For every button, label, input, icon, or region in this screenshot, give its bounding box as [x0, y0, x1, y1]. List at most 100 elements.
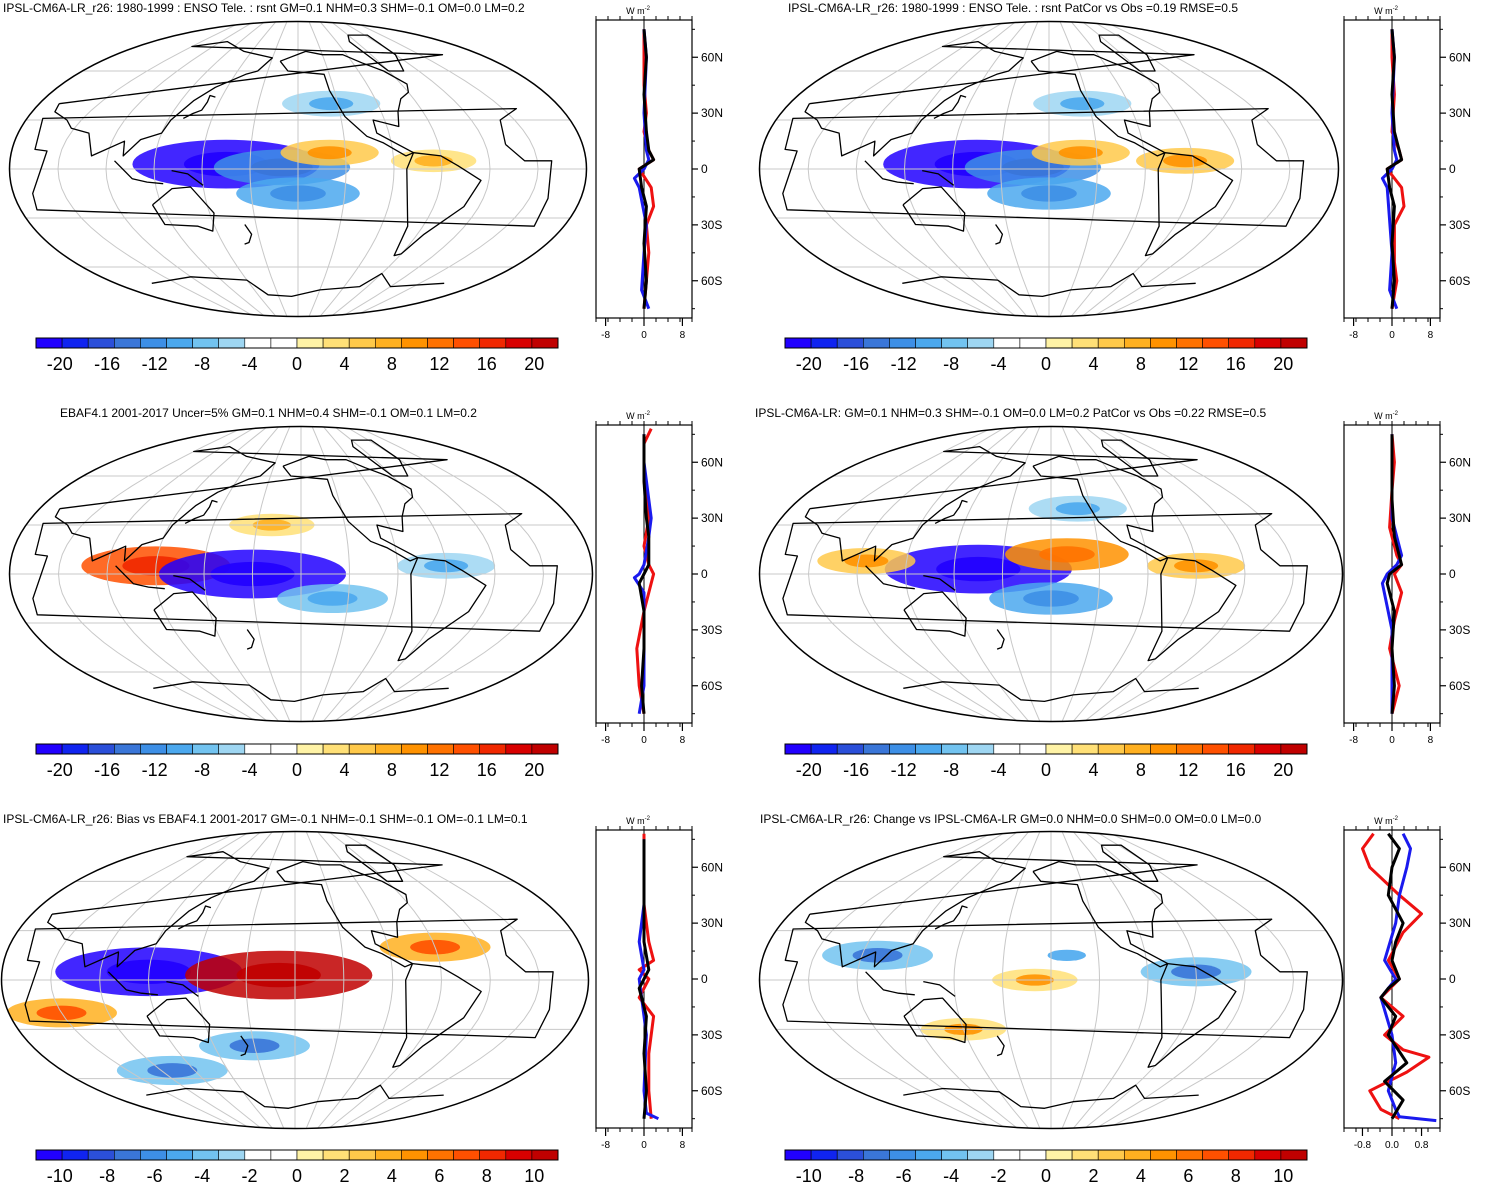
- profile-xtick-label: 8: [1428, 330, 1434, 341]
- colorbar-swatch: [967, 743, 995, 755]
- colorbar-swatch: [87, 337, 115, 349]
- profile-xtick-label: 0: [641, 1140, 647, 1151]
- colorbar-tick-label: -12: [891, 354, 917, 374]
- colorbar-tick-label: 0: [292, 760, 302, 780]
- coastline-japan: [934, 905, 968, 930]
- colorbar-swatch: [1045, 337, 1073, 349]
- colorbar-swatch: [322, 1149, 350, 1161]
- colorbar-swatch: [1150, 1149, 1177, 1161]
- colorbar-tick-label: -4: [991, 760, 1007, 780]
- map-border: [758, 20, 1340, 318]
- coastline-png: [173, 574, 206, 591]
- colorbar-swatch: [1123, 743, 1151, 755]
- colorbar-swatch: [479, 743, 507, 755]
- colorbar-tick-label: -12: [142, 760, 168, 780]
- colorbar-tick-label: 4: [339, 760, 349, 780]
- colorbar-swatch: [296, 337, 324, 349]
- colorbar-swatch: [836, 743, 864, 755]
- colorbar-tick-label: -8: [194, 760, 210, 780]
- coastline-africa: [32, 107, 553, 227]
- map-border: [758, 425, 1344, 723]
- anomaly-core: [1060, 97, 1105, 111]
- colorbar-tick-label: -2: [242, 1166, 258, 1186]
- colorbar-swatch: [218, 1149, 246, 1161]
- colorbar-tick-label: -16: [94, 760, 120, 780]
- colorbar-tick-label: 0: [292, 354, 302, 374]
- profile-xtick-label: 0.8: [1415, 1140, 1429, 1151]
- profile-ytick-label: 60N: [1449, 455, 1471, 469]
- graticule-lon: [99, 831, 250, 1129]
- colorbar-swatch: [401, 1149, 428, 1161]
- coastline-antarctica: [146, 1084, 444, 1109]
- profile-ytick-label: 0: [1449, 972, 1456, 986]
- colorbar-tick-label: -12: [142, 354, 168, 374]
- coastline-namerica: [276, 860, 414, 968]
- colorbar-tick-label: -4: [242, 354, 258, 374]
- profile-ytick-label: 60N: [701, 50, 723, 64]
- graticule-lon: [1071, 21, 1146, 317]
- colorbar-frame: [35, 1149, 559, 1161]
- colorbar-tick-label: 12: [1178, 760, 1198, 780]
- colorbar-tick-label: -6: [896, 1166, 912, 1186]
- colorbar-tick-label: 20: [524, 760, 544, 780]
- colorbar-tick-label: 8: [1136, 354, 1146, 374]
- coastline-nz: [996, 629, 1005, 650]
- colorbar-p4: -20 -16 -12 -8 -4 0 4 8 12 16 20: [784, 743, 1308, 780]
- coastline-samerica: [397, 557, 487, 662]
- colorbar-swatch: [1176, 1149, 1203, 1161]
- colorbar-swatch: [1228, 337, 1256, 349]
- zonal-profile-p1: W m-2 -8 0 8 60N 30N 0 30S 60S: [595, 6, 723, 341]
- coastline-indonesia: [107, 971, 158, 996]
- anomaly-core: [307, 591, 358, 606]
- graticule-lon: [340, 831, 491, 1129]
- colorbar-tick-label: -8: [943, 354, 959, 374]
- colorbar-tick-label: 8: [387, 354, 397, 374]
- colorbar-tick-label: 12: [429, 354, 449, 374]
- colorbar-swatch: [348, 337, 376, 349]
- colorbar-tick-label: -4: [194, 1166, 210, 1186]
- graticule-lon: [1093, 21, 1243, 317]
- colorbar-swatch: [1123, 1149, 1151, 1161]
- graticule-lon: [807, 21, 994, 317]
- coastline-greenland: [345, 844, 404, 882]
- graticule-lon: [351, 831, 540, 1129]
- colorbar-swatch: [140, 337, 167, 349]
- anomaly-core: [1047, 949, 1086, 961]
- coastline-png: [922, 169, 955, 186]
- colorbar-swatch: [270, 1149, 298, 1161]
- graticule-lon: [311, 426, 351, 722]
- colorbar-swatch: [218, 743, 246, 755]
- colorbar-tick-label: 0: [1041, 354, 1051, 374]
- coastline-indonesia: [864, 160, 914, 185]
- colorbar-swatch: [1202, 743, 1230, 755]
- coastline-eurasia: [54, 40, 444, 157]
- colorbar-swatch: [1097, 1149, 1125, 1161]
- colorbar-swatch: [166, 337, 193, 349]
- graticule-lon: [1000, 21, 1039, 317]
- map-border: [0, 830, 590, 1130]
- colorbar-swatch: [1071, 743, 1099, 755]
- graticule-lon: [904, 426, 1018, 722]
- graticule-lon: [1073, 831, 1149, 1129]
- profile-ytick-label: 60N: [701, 455, 723, 469]
- zonal-profile-p4: W m-2 -8 0 8 60N 30N 0 30S 60S: [1343, 411, 1471, 746]
- profile-series-black: [1379, 832, 1409, 1120]
- coastline-japan: [183, 94, 216, 119]
- profile-ytick-label: 30N: [701, 511, 723, 525]
- anomaly-core: [309, 97, 354, 111]
- profile-ytick-label: 30S: [701, 623, 722, 637]
- colorbar-swatch: [810, 337, 838, 349]
- graticule-lon: [1107, 831, 1295, 1129]
- profile-series-black: [1385, 29, 1404, 309]
- colorbar-swatch: [1019, 1149, 1047, 1161]
- graticule-lon: [856, 831, 1006, 1129]
- colorbar-tick-label: 0: [292, 1166, 302, 1186]
- colorbar-tick-label: 10: [1273, 1166, 1293, 1186]
- map-p4: [758, 425, 1344, 723]
- graticule-lon: [904, 831, 1018, 1129]
- graticule-lon: [50, 831, 239, 1129]
- colorbar-swatch: [1280, 743, 1308, 755]
- colorbar-swatch: [1202, 1149, 1230, 1161]
- coastline-namerica: [282, 455, 419, 562]
- colorbar-swatch: [374, 743, 402, 755]
